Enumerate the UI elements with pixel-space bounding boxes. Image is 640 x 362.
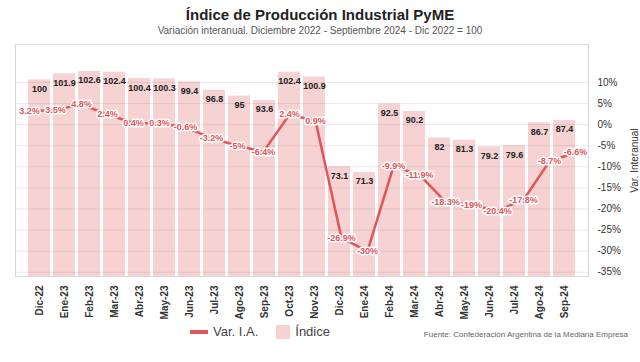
html-text:Variación interanual. Diciembr: Variación interanual. Diciembre 2022 - S… [157, 25, 483, 36]
svg-text:Mar-24: Mar-24 [409, 285, 420, 318]
svg-text:-35%: -35% [598, 266, 621, 277]
svg-text:99.4: 99.4 [181, 86, 199, 96]
svg-text:3.5%: 3.5% [45, 105, 66, 115]
svg-text:-15%: -15% [598, 182, 621, 193]
svg-text:2.4%: 2.4% [97, 109, 118, 119]
html-text:Fuente: Confederación Argentin: Fuente: Confederación Argentina de la Me… [423, 330, 628, 339]
svg-text:Var. Interanual: Var. Interanual [629, 128, 640, 192]
svg-text:5%: 5% [598, 98, 613, 109]
svg-text:-6.6%: -6.6% [564, 147, 588, 157]
svg-text:-17.8%: -17.8% [509, 195, 538, 205]
svg-text:86.7: 86.7 [531, 127, 549, 137]
svg-text:-11.9%: -11.9% [405, 170, 433, 180]
svg-text:93.6: 93.6 [256, 104, 274, 114]
svg-text:79.6: 79.6 [506, 150, 524, 160]
svg-text:100.9: 100.9 [303, 80, 326, 91]
svg-text:-5%: -5% [229, 141, 245, 151]
svg-text:81.3: 81.3 [455, 144, 474, 155]
svg-text:-19%: -19% [461, 200, 482, 210]
svg-text:-10%: -10% [598, 161, 621, 172]
svg-text:-18.3%: -18.3% [431, 197, 460, 207]
svg-text:10%: 10% [598, 77, 618, 88]
svg-text:-26.9%: -26.9% [327, 233, 356, 243]
svg-text:-30%: -30% [357, 246, 378, 256]
svg-text:-20%: -20% [598, 203, 621, 214]
svg-text:100.4: 100.4 [128, 83, 151, 93]
html-text:Índice de Producción Industria: Índice de Producción Industrial PyME [185, 6, 455, 23]
svg-text:Dic-23: Dic-23 [334, 285, 345, 315]
svg-text:Mar-23: Mar-23 [109, 285, 120, 318]
svg-text:Ene-24: Ene-24 [359, 285, 370, 318]
svg-text:-6.4%: -6.4% [252, 147, 276, 157]
svg-text:Sep-23: Sep-23 [259, 285, 270, 318]
html-text:Var. I.A.: Var. I.A. [213, 324, 259, 339]
svg-text:-0.6%: -0.6% [174, 122, 198, 132]
svg-text:Ene-23: Ene-23 [59, 285, 70, 318]
svg-text:0.3%: 0.3% [149, 118, 170, 128]
svg-text:100: 100 [32, 84, 47, 94]
svg-text:Ago-24: Ago-24 [534, 285, 545, 319]
svg-text:92.5: 92.5 [381, 108, 399, 118]
svg-text:-8.7%: -8.7% [538, 156, 562, 166]
svg-text:87.4: 87.4 [556, 124, 574, 134]
svg-text:-20.4%: -20.4% [483, 206, 512, 216]
svg-text:-30%: -30% [598, 245, 621, 256]
svg-text:90.2: 90.2 [406, 115, 424, 125]
svg-text:0.9%: 0.9% [305, 116, 326, 126]
html-text:Índice: Índice [295, 324, 330, 339]
svg-text:Abr-24: Abr-24 [434, 285, 445, 317]
svg-text:100.3: 100.3 [153, 83, 176, 93]
svg-text:102.4: 102.4 [278, 76, 301, 86]
svg-text:82: 82 [434, 142, 444, 152]
svg-text:-3.2%: -3.2% [200, 133, 224, 143]
svg-text:Jun-23: Jun-23 [184, 285, 195, 318]
svg-text:Jul-23: Jul-23 [209, 285, 220, 314]
svg-text:102.4: 102.4 [103, 76, 126, 86]
svg-text:Dic-22: Dic-22 [34, 285, 45, 315]
svg-text:101.9: 101.9 [53, 77, 76, 88]
svg-text:3.2%: 3.2% [19, 106, 40, 116]
svg-text:Jun-24: Jun-24 [484, 285, 495, 318]
svg-text:Feb-24: Feb-24 [384, 285, 395, 318]
svg-text:71.3: 71.3 [356, 176, 374, 186]
svg-text:102.6: 102.6 [78, 75, 101, 85]
svg-text:Jul-24: Jul-24 [509, 285, 520, 314]
svg-text:Abr-23: Abr-23 [134, 285, 145, 317]
svg-text:Nov-23: Nov-23 [309, 285, 320, 319]
svg-text:2.4%: 2.4% [279, 109, 300, 119]
svg-text:-5%: -5% [598, 140, 616, 151]
svg-text:Feb-23: Feb-23 [84, 285, 95, 318]
svg-text:79.2: 79.2 [481, 151, 499, 161]
svg-text:May-24: May-24 [459, 285, 470, 319]
svg-text:Ago-23: Ago-23 [234, 285, 245, 319]
svg-text:0.4%: 0.4% [123, 118, 144, 128]
svg-text:95: 95 [234, 100, 244, 110]
svg-text:May-23: May-23 [159, 285, 170, 319]
svg-text:-25%: -25% [598, 224, 621, 235]
svg-text:4.8%: 4.8% [71, 99, 92, 109]
svg-text:96.8: 96.8 [206, 94, 224, 104]
svg-text:Oct-23: Oct-23 [284, 285, 295, 317]
svg-text:-9.9%: -9.9% [382, 161, 406, 171]
svg-text:73.1: 73.1 [331, 171, 349, 181]
svg-text:Sep-24: Sep-24 [559, 285, 570, 318]
svg-text:0%: 0% [598, 119, 613, 130]
